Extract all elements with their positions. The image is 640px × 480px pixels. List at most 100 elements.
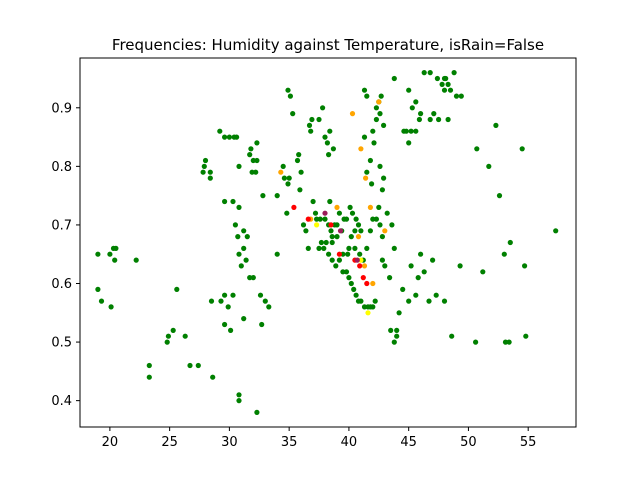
data-point: [451, 70, 457, 76]
data-point: [352, 228, 358, 234]
data-point: [473, 339, 479, 345]
data-point: [174, 286, 180, 292]
data-point: [353, 216, 359, 222]
data-point: [506, 339, 512, 345]
data-point: [207, 169, 213, 175]
data-point: [367, 228, 373, 234]
data-point: [371, 140, 377, 146]
data-point: [217, 128, 223, 134]
data-point: [370, 304, 376, 310]
data-point: [254, 409, 260, 415]
data-point: [201, 163, 207, 169]
data-point: [254, 140, 260, 146]
data-point: [164, 339, 170, 345]
data-point: [441, 87, 448, 93]
data-point: [358, 146, 364, 152]
data-point: [248, 146, 254, 152]
data-point: [413, 99, 419, 105]
y-tick-label: 0.5: [51, 336, 72, 351]
x-tick-label: 55: [520, 435, 537, 450]
data-point: [329, 234, 335, 240]
data-point: [377, 163, 383, 169]
data-point: [382, 263, 388, 269]
plot-area: [95, 70, 559, 415]
data-point: [421, 70, 427, 76]
data-point: [441, 298, 448, 304]
data-point: [182, 333, 188, 339]
y-tick-label: 0.6: [51, 277, 72, 292]
data-point: [222, 134, 228, 140]
data-point: [334, 222, 340, 228]
data-point: [507, 239, 513, 246]
data-point: [236, 251, 242, 257]
data-point: [496, 193, 503, 199]
data-point: [95, 251, 101, 257]
data-point: [328, 228, 334, 234]
data-point: [396, 310, 402, 316]
data-point: [107, 251, 113, 257]
x-tick-label: 20: [102, 435, 119, 450]
data-point: [379, 257, 385, 263]
data-point: [322, 134, 328, 140]
data-point: [303, 228, 309, 234]
data-point: [426, 298, 432, 304]
data-point: [298, 169, 304, 175]
data-point: [285, 181, 291, 187]
data-point: [345, 251, 351, 257]
x-tick-label: 40: [341, 435, 358, 450]
data-point: [408, 263, 414, 269]
data-point: [225, 304, 231, 310]
data-point: [415, 275, 421, 281]
data-point: [336, 257, 342, 263]
data-point: [391, 245, 397, 251]
data-point: [367, 157, 373, 164]
data-point: [322, 216, 328, 222]
x-axis: 20 25 30 35 40 45 50 55: [102, 427, 537, 450]
data-point: [348, 280, 354, 287]
data-point: [259, 321, 265, 328]
data-point: [210, 374, 216, 380]
data-point: [314, 216, 320, 222]
data-point: [376, 99, 382, 105]
data-point: [361, 87, 368, 93]
data-point: [413, 128, 419, 134]
data-point: [434, 75, 440, 82]
data-point: [323, 239, 329, 246]
y-tick-label: 0.4: [51, 394, 72, 409]
data-point: [312, 210, 319, 216]
data-point: [346, 275, 352, 281]
data-point: [351, 286, 357, 292]
data-point: [427, 116, 433, 123]
data-point: [327, 198, 333, 205]
data-point: [381, 175, 387, 181]
data-point: [394, 327, 400, 333]
data-point: [241, 316, 247, 322]
data-point: [222, 198, 228, 205]
data-point: [453, 93, 460, 99]
data-point: [370, 216, 376, 222]
data-point: [413, 292, 419, 298]
data-point: [328, 222, 334, 228]
data-point: [370, 128, 376, 134]
data-point: [253, 169, 259, 175]
data-point: [274, 193, 280, 199]
data-point: [133, 257, 139, 263]
data-point: [305, 216, 311, 222]
data-point: [353, 292, 359, 298]
axes-frame: [79, 57, 577, 428]
data-point: [349, 111, 356, 117]
data-point: [388, 327, 394, 333]
data-point: [236, 398, 242, 404]
data-point: [355, 222, 362, 228]
data-point: [361, 263, 368, 269]
data-point: [373, 105, 379, 111]
data-point: [458, 93, 464, 99]
data-point: [208, 298, 215, 304]
data-point: [439, 81, 445, 87]
data-point: [369, 181, 375, 187]
data-point: [291, 204, 297, 210]
data-point: [294, 157, 301, 164]
data-point: [447, 87, 454, 93]
data-point: [337, 228, 344, 234]
